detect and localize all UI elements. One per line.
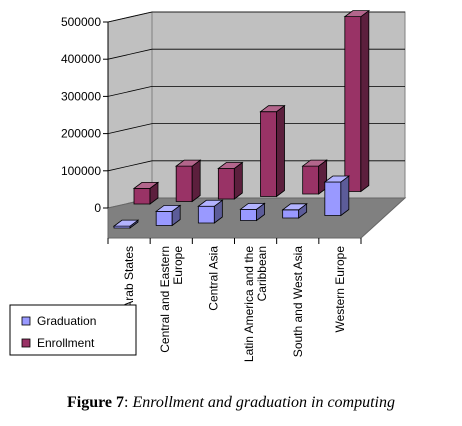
bar-top (154, 204, 182, 212)
bar-top (343, 10, 371, 18)
bar-top (323, 175, 351, 183)
bar-front (133, 187, 151, 205)
bar-front (282, 209, 300, 219)
bar-side (191, 159, 201, 203)
legend-label-enrollment: Enrollment (37, 336, 95, 350)
bar-top (132, 181, 160, 189)
legend-swatch-graduation (21, 316, 31, 326)
side-wall (107, 11, 153, 209)
bar-enrollment-5 (343, 9, 371, 193)
x-category-label: Arab States (122, 246, 136, 309)
bar-side (360, 9, 370, 193)
bar-front (197, 205, 215, 224)
category-separators (107, 238, 362, 244)
gridline-side (107, 160, 153, 172)
legend-label-graduation: Graduation (37, 314, 96, 328)
bar-top (217, 162, 244, 169)
gridline-side (107, 86, 153, 97)
y-tick-label: 200000 (61, 127, 101, 141)
bar-top (259, 105, 286, 113)
bar-front (260, 111, 277, 197)
bar-front (324, 181, 342, 216)
x-category-label: South and West Asia (291, 246, 305, 358)
bar-front (175, 165, 193, 202)
x-category-label: Central Asia (206, 246, 220, 311)
bar-top (301, 159, 328, 167)
bar-front (302, 165, 320, 195)
legend-box (9, 304, 137, 356)
bar-front (344, 16, 362, 192)
bar-front (155, 210, 173, 226)
bar-enrollment-2 (217, 161, 244, 200)
x-category-label: Latin America and theCaribbean (242, 246, 269, 362)
legend: Graduation Enrollment (9, 304, 137, 356)
bar-top (281, 203, 308, 211)
caption-number: Figure 7 (67, 394, 125, 411)
bar-enrollment-4 (301, 159, 328, 195)
bar-graduation-4 (281, 203, 308, 219)
bar-top (239, 202, 266, 210)
bar-enrollment-0 (132, 181, 160, 205)
y-tick-label: 500000 (61, 15, 101, 29)
caption-text: Enrollment and graduation in computing (132, 394, 395, 411)
bar-graduation-3 (239, 202, 266, 222)
bar-front (217, 168, 235, 200)
y-tick-label: 100000 (61, 164, 101, 178)
bar-graduation-2 (197, 199, 224, 224)
bar-top (197, 199, 224, 207)
y-tick-label: 400000 (61, 52, 101, 66)
x-category-label: Western Europe (333, 246, 347, 333)
gridline-side (107, 48, 153, 60)
bar-graduation-1 (154, 204, 182, 227)
y-axis-ticks: 0 100000 200000 300000 400000 500000 (61, 15, 108, 215)
category-labels: Arab States Central and EasternEurope Cent… (122, 246, 347, 362)
x-category-label: Central and EasternEurope (158, 246, 185, 353)
caption-separator: : (124, 394, 133, 411)
bar-enrollment-1 (174, 159, 202, 203)
bar-side (276, 104, 285, 198)
legend-swatch-enrollment (21, 338, 31, 348)
bars (112, 9, 371, 229)
gridline-side (107, 11, 153, 23)
bar-top (174, 159, 202, 167)
y-tick-label: 0 (94, 201, 101, 215)
bar-graduation-5 (323, 175, 351, 217)
bar-top (112, 219, 140, 227)
figure-caption: Figure 7: Enrollment and graduation in c… (0, 394, 462, 412)
y-tick-label: 300000 (61, 89, 101, 103)
bar-side (340, 175, 350, 217)
bar-graduation-0 (112, 219, 140, 229)
bar-enrollment-3 (259, 104, 286, 198)
bar-front (240, 208, 257, 221)
gridline-side (107, 123, 153, 134)
